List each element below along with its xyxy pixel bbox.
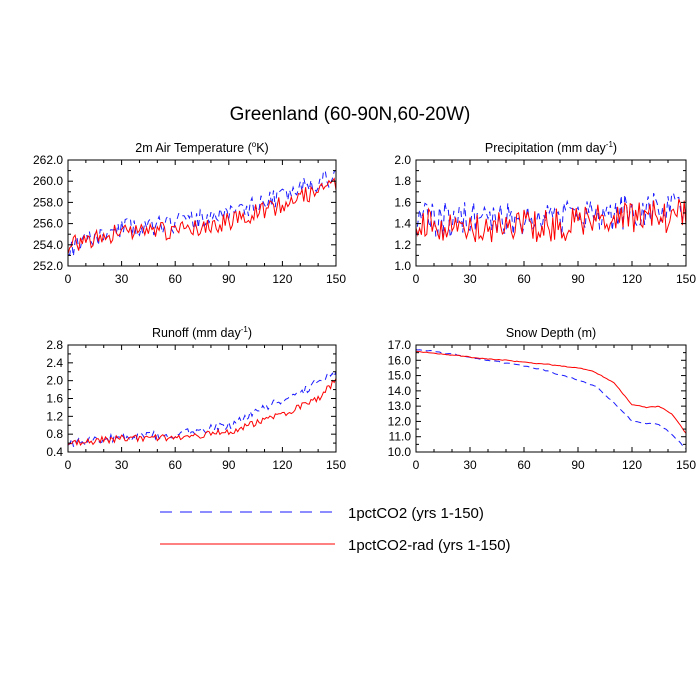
plot-frame — [415, 344, 687, 453]
y-tick-label: 1.4 — [394, 217, 411, 231]
y-tick-label: 1.2 — [46, 409, 63, 423]
x-tick-label: 120 — [622, 272, 642, 286]
chart-main-title: Greenland (60-90N,60-20W) — [229, 104, 471, 125]
y-tick-label: 12.0 — [388, 414, 412, 428]
x-tick-label: 90 — [571, 272, 585, 286]
x-tick-label: 60 — [169, 458, 183, 472]
series-line-1pctco2 — [415, 191, 687, 239]
series-line-1pctco2 — [67, 169, 337, 257]
x-tick-label: 30 — [463, 458, 477, 472]
x-tick-label: 0 — [65, 458, 72, 472]
y-tick-label: 15.0 — [388, 369, 412, 383]
x-tick-label: 90 — [222, 458, 236, 472]
x-tick-label: 150 — [326, 458, 346, 472]
x-tick-label: 0 — [65, 272, 72, 286]
x-tick-label: 30 — [463, 272, 477, 286]
x-tick-label: 150 — [676, 272, 696, 286]
x-tick-label: 120 — [272, 272, 292, 286]
y-tick-label: 11.0 — [389, 430, 412, 444]
y-tick-label: 256.0 — [33, 217, 63, 231]
x-tick-label: 60 — [517, 458, 531, 472]
y-tick-label: 2.4 — [46, 356, 63, 370]
y-tick-label: 10.0 — [388, 445, 412, 459]
plot-frame — [67, 159, 337, 267]
y-tick-label: 2.0 — [394, 153, 411, 167]
series-line-1pctco2-rad — [67, 177, 337, 254]
y-tick-label: 262.0 — [33, 153, 63, 167]
x-tick-label: 60 — [517, 272, 531, 286]
x-tick-label: 150 — [326, 272, 346, 286]
panel-title: Runoff (mm day-1) — [152, 325, 252, 340]
y-tick-label: 1.0 — [394, 259, 411, 273]
y-tick-label: 1.6 — [46, 392, 63, 406]
series-line-1pctco2-rad — [67, 378, 337, 447]
y-tick-label: 17.0 — [388, 338, 412, 352]
series-line-1pctco2 — [67, 371, 337, 447]
y-tick-label: 1.6 — [394, 195, 411, 209]
series-line-1pctco2 — [415, 349, 687, 450]
y-tick-label: 2.0 — [46, 374, 63, 388]
plot-frame — [67, 344, 337, 453]
panel-snow-depth: Snow Depth (m)0 30 60 90 120 15010.011.012.01… — [388, 326, 697, 472]
y-tick-label: 0.4 — [46, 445, 63, 459]
y-tick-label: 0.8 — [46, 427, 63, 441]
panel-precipitation: Precipitation (mm day-1) 0 30 60 90 120 150 1.0… — [394, 140, 696, 286]
x-tick-label: 150 — [676, 458, 696, 472]
x-tick-label: 0 — [413, 272, 420, 286]
x-tick-label: 90 — [222, 272, 236, 286]
panel-runoff: Runoff (mm day-1) 0 30 60 90 120 150 0.4 0.8 1.2 1… — [46, 325, 346, 472]
x-tick-label: 60 — [169, 272, 183, 286]
x-tick-label: 0 — [413, 458, 420, 472]
x-tick-label: 120 — [272, 458, 292, 472]
y-tick-label: 1.8 — [394, 174, 411, 188]
legend-label-1pctco2-rad: 1pctCO2-rad (yrs 1-150) — [348, 537, 511, 554]
y-tick-label: 16.0 — [388, 353, 412, 367]
panel-title: Precipitation (mm day-1) — [485, 140, 617, 155]
series-line-1pctco2-rad — [415, 350, 687, 434]
y-tick-label: 2.8 — [46, 338, 63, 352]
y-tick-label: 260.0 — [33, 174, 63, 188]
y-tick-label: 14.0 — [388, 384, 412, 398]
legend-label-1pctco2: 1pctCO2 (yrs 1-150) — [348, 505, 484, 522]
y-tick-label: 1.2 — [394, 238, 411, 252]
panel-air-temperature: 2m Air Temperature (oK) 0 30 60 90 120 150 252.… — [33, 140, 346, 286]
y-tick-label: 254.0 — [33, 238, 63, 252]
legend: 1pctCO2 (yrs 1-150) 1pctCO2-rad (yrs 1-1… — [160, 505, 511, 554]
x-tick-label: 90 — [571, 458, 585, 472]
y-tick-label: 252.0 — [33, 259, 63, 273]
y-tick-label: 13.0 — [388, 399, 412, 413]
plot-frame — [415, 159, 687, 267]
series-line-1pctco2-rad — [415, 199, 687, 243]
panel-title: 2m Air Temperature (oK) — [135, 140, 268, 155]
x-tick-label: 30 — [115, 272, 129, 286]
panel-title: Snow Depth (m) — [506, 326, 596, 340]
x-tick-label: 120 — [622, 458, 642, 472]
x-tick-label: 30 — [115, 458, 129, 472]
y-tick-label: 258.0 — [33, 195, 63, 209]
